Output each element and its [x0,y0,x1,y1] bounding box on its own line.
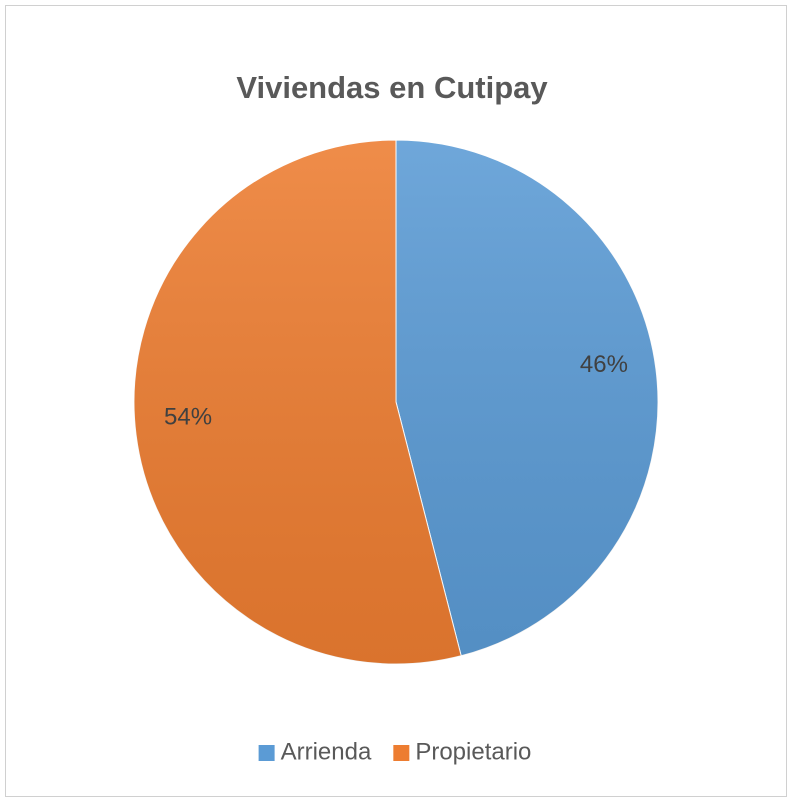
data-labels: 46% 54% [164,351,628,431]
legend-swatch [258,745,275,761]
data-label: 54% [164,404,212,431]
legend-label: Propietario [415,738,531,765]
chart-title: Viviendas en Cutipay [236,70,548,105]
data-label: 46% [580,351,628,378]
legend-label: Arrienda [281,738,372,765]
legend: Arrienda Propietario [258,738,531,765]
pie [133,139,659,665]
legend-swatch [393,745,410,761]
